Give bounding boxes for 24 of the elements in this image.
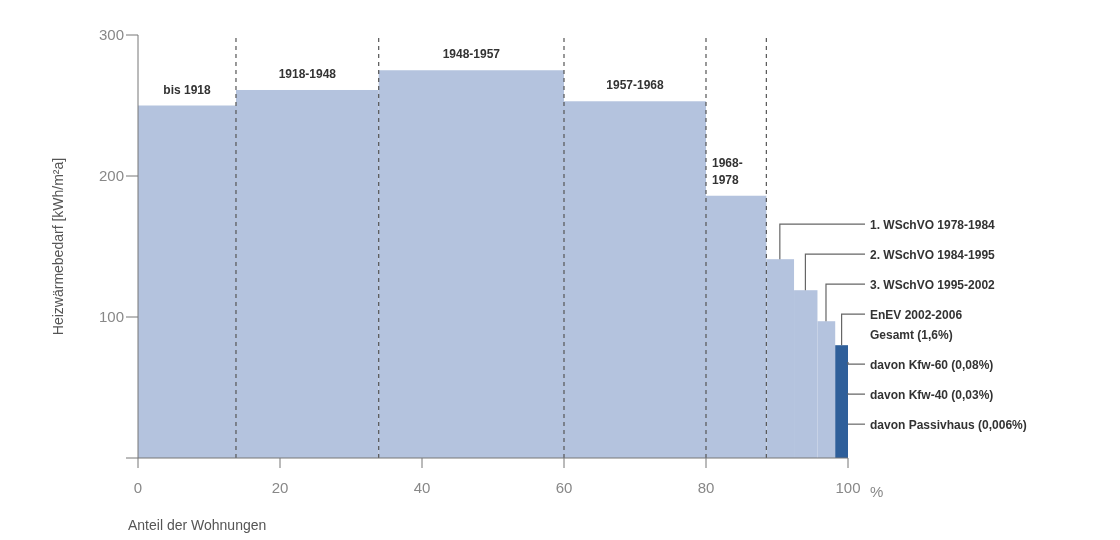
annotation: 3. WSchVO 1995-2002 bbox=[870, 277, 996, 292]
y-tick-label: 100 bbox=[98, 308, 124, 326]
annotation: davon Passivhaus (0,006%) bbox=[870, 417, 1027, 432]
x-tick-label: 80 bbox=[697, 478, 715, 496]
text: % bbox=[870, 483, 884, 500]
x-axis-title: Anteil der Wohnungen bbox=[128, 517, 267, 533]
y-tick-label: 300 bbox=[98, 26, 124, 44]
annotation: bis 1918 bbox=[163, 82, 211, 97]
x-tick-label: 60 bbox=[555, 478, 573, 496]
x-tick-label: 40 bbox=[413, 478, 431, 496]
annotation: 2. WSchVO 1984-1995 bbox=[870, 247, 996, 262]
x-tick-label: 20 bbox=[271, 478, 289, 496]
annotation: davon Kfw-40 (0,03%) bbox=[870, 387, 994, 402]
annotation: 1918-1948 bbox=[278, 66, 337, 81]
annotation: 1968-1978 bbox=[712, 155, 743, 187]
y-tick-label: 200 bbox=[98, 167, 124, 185]
annotation: 1948-1957 bbox=[442, 47, 501, 62]
x-tick-label: 0 bbox=[133, 478, 143, 496]
annotation: 1957-1968 bbox=[606, 78, 665, 93]
annotation: davon Kfw-60 (0,08%) bbox=[870, 357, 994, 372]
annotation: 1. WSchVO 1978-1984 bbox=[870, 217, 996, 232]
annotation: EnEV 2002-2006 Gesamt (1,6%) bbox=[870, 307, 963, 342]
x-tick-label: 100 bbox=[835, 478, 861, 496]
y-axis-title: Heizwärmebedarf [kWh/m²a] bbox=[49, 157, 66, 336]
